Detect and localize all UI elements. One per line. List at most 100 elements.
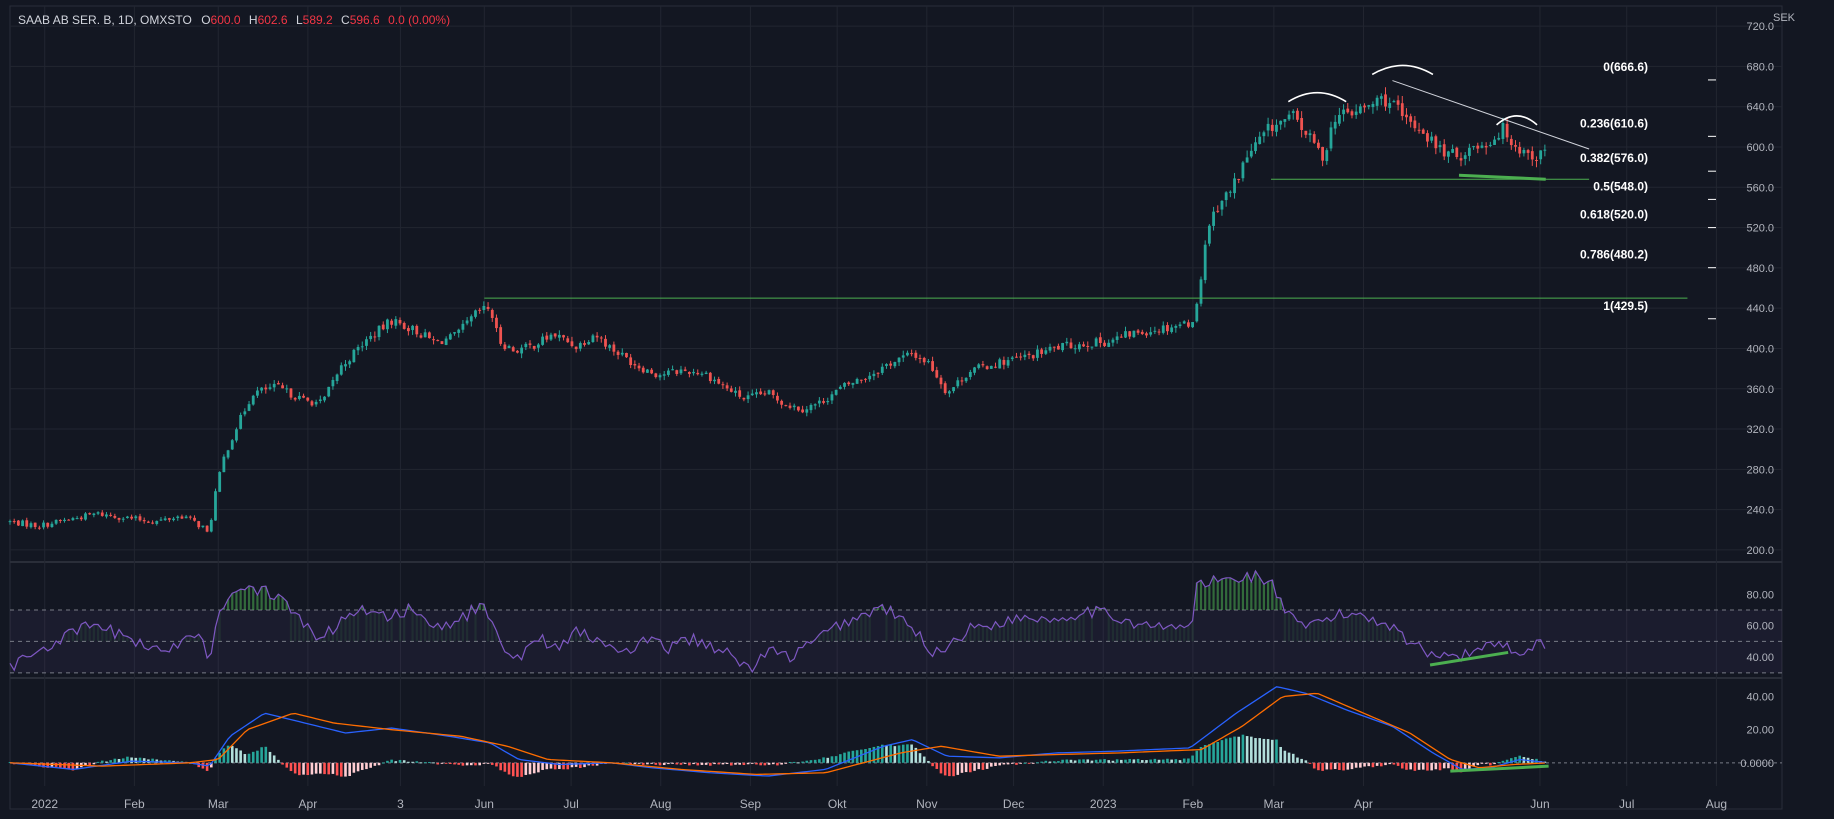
candle-down (1019, 356, 1023, 358)
macd-histogram-bar (1103, 759, 1106, 763)
macd-histogram-bar (369, 762, 372, 768)
candle-up (1262, 132, 1266, 137)
candle-up (331, 379, 335, 387)
candle-down (138, 516, 142, 521)
candle-up (587, 342, 591, 345)
macd-histogram-bar (1140, 760, 1144, 763)
candle-down (1421, 129, 1425, 134)
macd-histogram-bar (205, 762, 209, 771)
candle-down (264, 387, 268, 390)
drawings-layer[interactable] (484, 64, 1688, 299)
candle-down (1317, 142, 1320, 148)
macd-histogram-bar (1380, 762, 1383, 767)
candle-down (612, 344, 616, 352)
candle-up (1329, 127, 1333, 149)
candle-up (1245, 157, 1249, 163)
price-tick-label: 200.0 (1746, 545, 1774, 557)
candle-down (616, 351, 620, 355)
macd-histogram-bar (931, 762, 934, 767)
macd-histogram-bar (365, 762, 368, 770)
macd-histogram-bar (549, 762, 553, 769)
rsi-band-background (10, 610, 1782, 673)
candle-down (797, 406, 800, 411)
symbol-legend[interactable]: SAAB AB SER. B, 1D, OMXSTO O600.0 H602.6… (18, 13, 455, 27)
candle-up (1287, 114, 1291, 120)
macd-pane[interactable] (8, 686, 1782, 777)
macd-histogram-bar (784, 762, 788, 764)
candle-down (822, 401, 825, 403)
macd-histogram-bar (440, 762, 444, 764)
high-value: 602.6 (257, 13, 288, 27)
candle-up (1124, 331, 1127, 338)
candle-down (922, 357, 926, 363)
candle-up (394, 319, 398, 326)
candle-up (1199, 279, 1203, 304)
macd-histogram-bar (570, 762, 574, 768)
candle-up (218, 472, 222, 492)
rsi-pane[interactable] (9, 569, 1782, 674)
candle-up (1342, 109, 1345, 115)
macd-histogram-bar (281, 762, 284, 765)
macd-histogram-bar (482, 762, 486, 764)
symbol-title[interactable]: SAAB AB SER. B, 1D, OMXSTO (18, 13, 192, 27)
macd-histogram-bar (490, 762, 494, 765)
price-tick-label: 320.0 (1746, 424, 1774, 436)
candle-up (243, 411, 247, 415)
x-tick-label: Feb (124, 797, 145, 811)
candle-down (151, 522, 154, 524)
fibonacci-retracement[interactable]: 0(666.6) 0.236(610.6) 0.382(576.0) 0.5(548.… (1580, 60, 1716, 320)
candle-down (511, 347, 515, 352)
macd-histogram-bar (1082, 759, 1085, 763)
candle-down (1346, 108, 1350, 113)
currency-label[interactable]: SEK (1773, 12, 1796, 24)
macd-histogram-bar (1405, 762, 1408, 770)
candle-down (637, 365, 641, 369)
macd-histogram-bar (553, 762, 557, 770)
macd-histogram-bar (1078, 759, 1081, 763)
candle-down (1321, 146, 1325, 161)
candle-up (893, 361, 897, 367)
price-pane[interactable] (8, 87, 1547, 533)
candle-up (880, 366, 884, 373)
macd-histogram-bar (1333, 762, 1337, 769)
macd-histogram-bar (1375, 762, 1379, 766)
candle-up (1367, 105, 1371, 107)
candle-up (746, 395, 750, 400)
candle-down (289, 388, 293, 398)
candle-up (524, 343, 528, 348)
candle-up (365, 339, 368, 346)
macd-histogram-bar (956, 762, 960, 775)
macd-histogram-bar (1195, 750, 1199, 763)
fib-level-label: 0.382(576.0) (1580, 151, 1648, 165)
candle-up (1451, 149, 1455, 153)
candle-down (188, 516, 192, 518)
candle-down (1363, 105, 1366, 108)
candle-up (457, 329, 461, 333)
candle-up (172, 518, 175, 521)
macd-histogram-bar (767, 762, 771, 765)
x-tick-label: Dec (1003, 797, 1024, 811)
candle-down (1396, 100, 1400, 105)
candle-up (42, 522, 45, 528)
macd-histogram-bar (419, 762, 423, 764)
candle-down (717, 379, 721, 384)
macd-histogram-bar (151, 758, 154, 763)
candle-up (344, 364, 347, 367)
x-tick-label: Jul (563, 797, 578, 811)
candle-up (755, 392, 758, 395)
macd-histogram-bar (948, 762, 951, 777)
candle-up (713, 379, 716, 382)
x-tick-label: Apr (1354, 797, 1373, 811)
open-value: 600.0 (210, 13, 241, 27)
candle-up (1325, 150, 1329, 162)
macd-histogram-bar (1480, 762, 1484, 764)
macd-histogram-bar (260, 747, 263, 763)
candle-up (1254, 142, 1257, 152)
macd-histogram-bar (1291, 753, 1295, 763)
macd-histogram-bar (1241, 734, 1245, 763)
macd-histogram-bar (1203, 745, 1207, 763)
macd-histogram-bar (319, 762, 322, 774)
candle-up (50, 523, 54, 527)
candle-up (1036, 349, 1039, 358)
